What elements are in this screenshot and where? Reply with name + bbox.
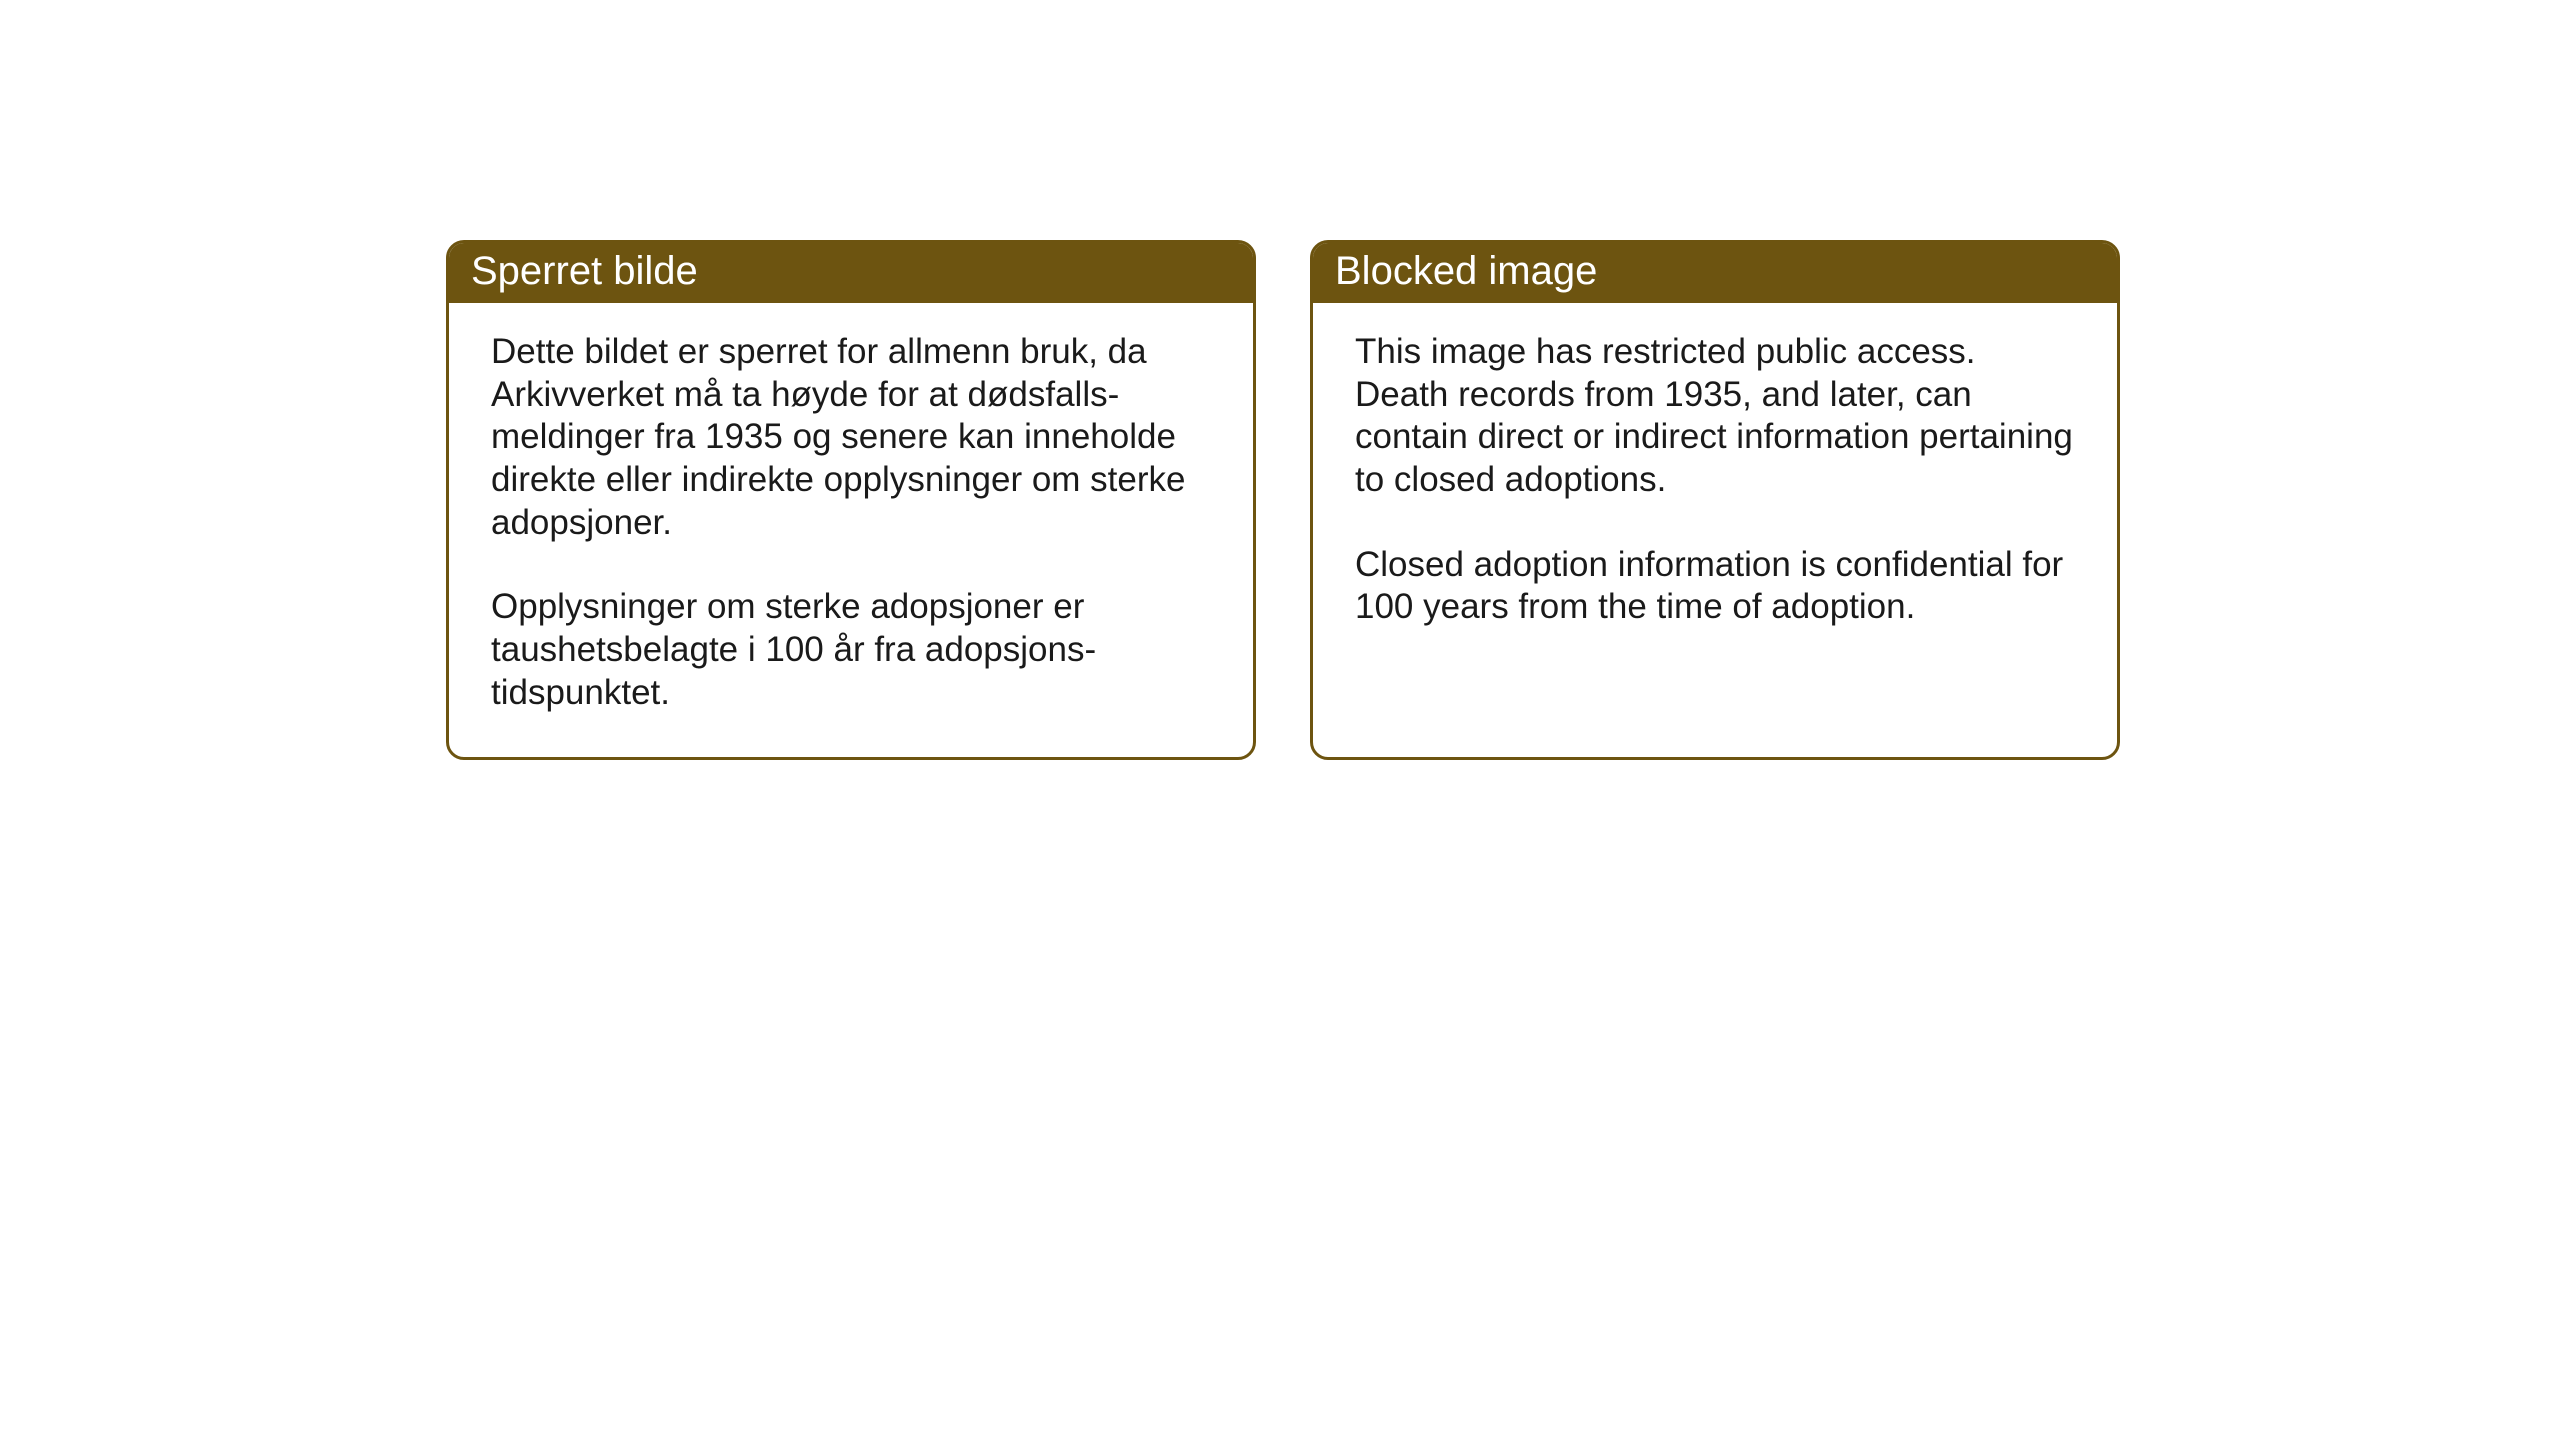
card-english: Blocked image This image has restricted …: [1310, 240, 2120, 760]
card-header-english: Blocked image: [1313, 243, 2117, 303]
card-title-english: Blocked image: [1335, 249, 1597, 293]
card-norwegian: Sperret bilde Dette bildet er sperret fo…: [446, 240, 1256, 760]
card-paragraph-1-english: This image has restricted public access.…: [1355, 331, 2075, 502]
card-body-norwegian: Dette bildet er sperret for allmenn bruk…: [449, 303, 1253, 757]
card-title-norwegian: Sperret bilde: [471, 249, 698, 293]
card-paragraph-2-norwegian: Opplysninger om sterke adopsjoner er tau…: [491, 586, 1211, 714]
card-body-english: This image has restricted public access.…: [1313, 303, 2117, 743]
card-header-norwegian: Sperret bilde: [449, 243, 1253, 303]
card-paragraph-2-english: Closed adoption information is confident…: [1355, 544, 2075, 629]
card-paragraph-1-norwegian: Dette bildet er sperret for allmenn bruk…: [491, 331, 1211, 544]
cards-container: Sperret bilde Dette bildet er sperret fo…: [446, 240, 2120, 760]
